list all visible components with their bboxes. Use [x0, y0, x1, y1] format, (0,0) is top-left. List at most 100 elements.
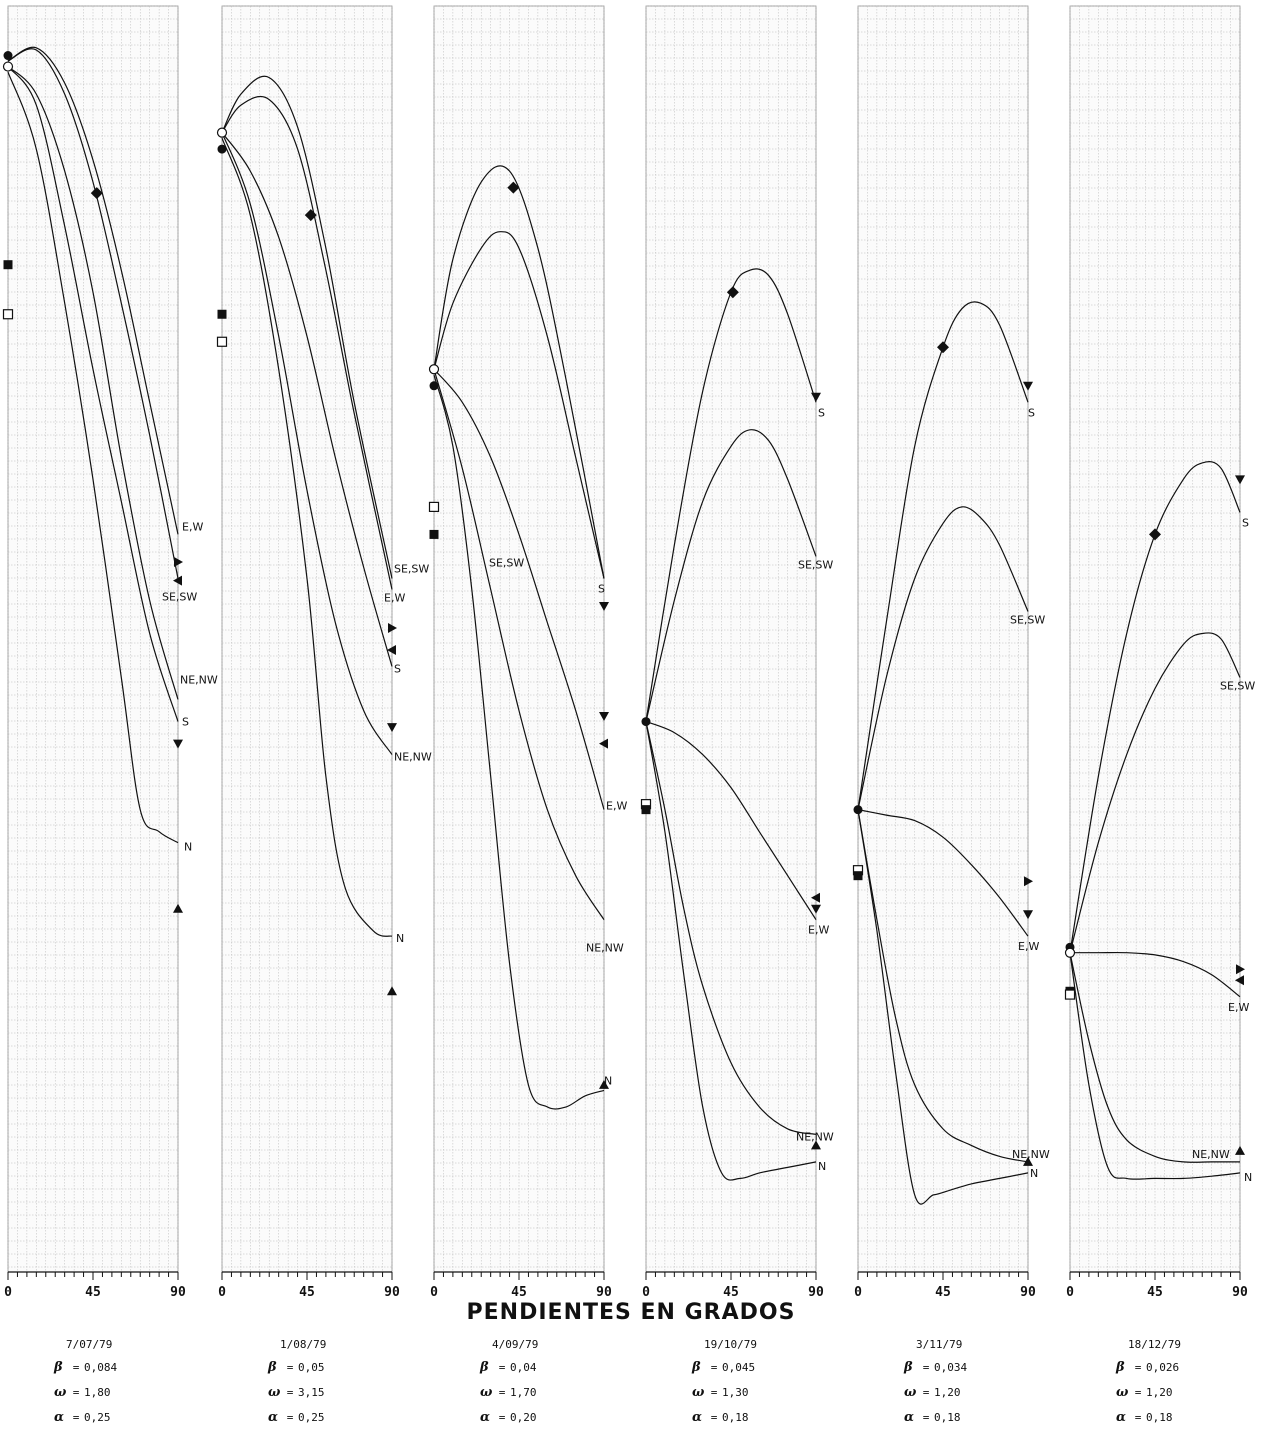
- param-beta: β = 0,026: [1116, 1360, 1180, 1375]
- x-tick-label: 90: [384, 1285, 400, 1300]
- series-label: E,W: [808, 924, 829, 937]
- param-value: 1,80: [84, 1386, 111, 1399]
- param-value: 0,045: [722, 1361, 756, 1374]
- panel-2: 0 45 90 SE,SW E,W S NE,NW N: [216, 5, 432, 1300]
- series-line-se-sw: [221, 75, 393, 579]
- marker-tri-right: [1024, 876, 1033, 887]
- param-alpha: α = 0,18: [1116, 1410, 1173, 1425]
- series-line-se-sw: [857, 506, 1029, 810]
- series-line-ne-nw: [433, 369, 605, 921]
- panel-date: 19/10/79: [704, 1338, 757, 1351]
- param-value: 1,20: [934, 1386, 961, 1399]
- panel-date: 3/11/79: [916, 1338, 963, 1351]
- x-tick-label: 0: [430, 1285, 438, 1300]
- series-label: SE,SW: [1010, 613, 1045, 626]
- marker-diamond: [1149, 528, 1161, 541]
- figure: 0 45 90 E,W SE,SW NE,NW S N 0 45 90 SE,SW E,W S NE,NW N…: [2, 5, 1255, 1300]
- param-omega: ω = 1,30: [692, 1385, 749, 1400]
- series-label: NE,NW: [796, 1130, 834, 1143]
- grid: [645, 5, 817, 1272]
- marker-open-square: [216, 336, 228, 347]
- series-line-n: [645, 721, 817, 1181]
- x-tick-label: 90: [170, 1285, 186, 1300]
- marker-tri-down: [811, 904, 821, 914]
- param-value: 0,18: [934, 1411, 961, 1424]
- marker-tri-down: [811, 392, 821, 402]
- panel-date: 1/08/79: [280, 1338, 327, 1351]
- param-value: 1,70: [510, 1386, 537, 1399]
- series-line-n: [7, 71, 179, 844]
- marker-filled-circle: [429, 381, 439, 391]
- series-line-se-sw: [7, 48, 179, 579]
- series-line-s: [1069, 461, 1241, 953]
- param-value: 0,04: [510, 1361, 537, 1374]
- marker-filled-square: [3, 260, 13, 270]
- series-line-e-w: [433, 368, 605, 810]
- marker-diamond: [304, 209, 317, 222]
- series-label: E,W: [1018, 940, 1039, 953]
- marker-open-square: [428, 501, 440, 512]
- marker-diamond: [937, 341, 949, 354]
- param-beta: β = 0,04: [480, 1360, 537, 1375]
- marker-tri-right: [174, 556, 183, 567]
- series-line-e-w: [857, 809, 1029, 937]
- marker-open-circle: [428, 364, 440, 375]
- param-value: 0,25: [84, 1411, 111, 1424]
- marker-diamond: [90, 187, 103, 200]
- series-label: N: [1244, 1171, 1252, 1184]
- panel-date: 4/09/79: [492, 1338, 539, 1351]
- marker-tri-up: [599, 1079, 609, 1089]
- param-value: 0,026: [1146, 1361, 1180, 1374]
- marker-diamond: [507, 181, 520, 194]
- marker-tri-up: [1023, 1156, 1033, 1166]
- series-label: NE,NW: [586, 942, 624, 955]
- marker-tri-left: [173, 575, 182, 586]
- marker-open-circle: [2, 61, 14, 72]
- marker-open-square: [2, 309, 14, 320]
- series-label: S: [182, 716, 189, 729]
- marker-tri-left: [387, 645, 396, 656]
- x-tick-label: 45: [299, 1285, 315, 1300]
- marker-filled-square: [429, 529, 439, 539]
- marker-filled-circle: [3, 51, 13, 61]
- panel-date: 7/07/79: [66, 1338, 113, 1351]
- marker-open-square: [1064, 989, 1076, 1000]
- param-beta: β = 0,034: [904, 1360, 968, 1375]
- x-tick-label: 0: [4, 1285, 12, 1300]
- param-value: 0,034: [934, 1361, 968, 1374]
- panel-1: 0 45 90 E,W SE,SW NE,NW S N: [2, 5, 218, 1300]
- param-value: 0,20: [510, 1411, 537, 1424]
- param-alpha: α = 0,20: [480, 1410, 537, 1425]
- series-line-ne-nw: [645, 721, 817, 1135]
- series-label: NE,NW: [1012, 1148, 1050, 1161]
- param-value: 0,25: [298, 1411, 325, 1424]
- marker-tri-left: [811, 892, 820, 903]
- x-axis-title: PENDIENTES EN GRADOS: [466, 1300, 796, 1325]
- panel-4: 0 45 90 S SE,SW E,W NE,NW N: [640, 5, 834, 1300]
- marker-tri-down: [1235, 475, 1245, 485]
- marker-tri-right: [1236, 964, 1245, 975]
- param-value: 1,20: [1146, 1386, 1173, 1399]
- x-tick-label: 45: [85, 1285, 101, 1300]
- x-tick-label: 90: [808, 1285, 824, 1300]
- series-label: E,W: [182, 520, 203, 533]
- marker-tri-right: [388, 622, 397, 633]
- series-line-se-sw: [1069, 632, 1241, 953]
- param-omega: ω = 3,15: [268, 1385, 325, 1400]
- param-value: 0,084: [84, 1361, 118, 1374]
- series-label: N: [604, 1074, 612, 1087]
- series-line-e-w: [7, 46, 179, 535]
- series-label: E,W: [1228, 1001, 1249, 1014]
- marker-open-circle: [1064, 947, 1076, 958]
- series-label: SE,SW: [489, 556, 524, 569]
- series-label: E,W: [384, 591, 405, 604]
- series-label: NE,NW: [1192, 1148, 1230, 1161]
- series-line-e-w: [1070, 951, 1241, 998]
- series-label: SE,SW: [162, 590, 197, 603]
- marker-tri-down: [387, 723, 397, 733]
- param-value: 0,05: [298, 1361, 325, 1374]
- series-line-s: [7, 66, 179, 722]
- x-tick-label: 45: [511, 1285, 527, 1300]
- x-tick-label: 0: [642, 1285, 650, 1300]
- series-line-n: [1069, 952, 1241, 1180]
